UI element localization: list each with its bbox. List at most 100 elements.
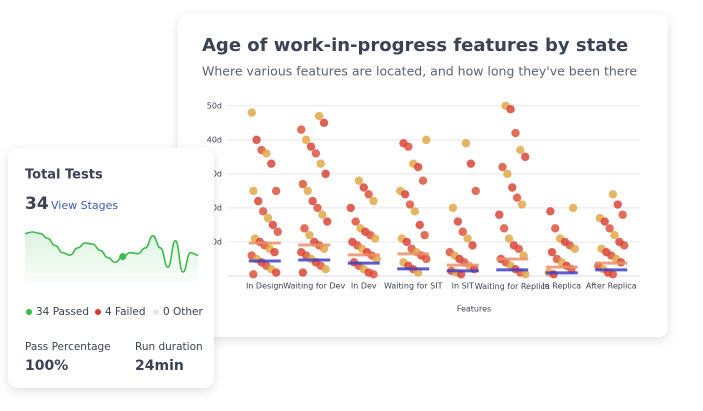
data-point	[319, 118, 329, 128]
data-point	[506, 105, 515, 114]
data-point	[314, 111, 324, 121]
data-point	[308, 196, 317, 206]
y-tick-label: 20d	[207, 203, 222, 212]
sparkline-area	[25, 232, 198, 284]
data-point	[422, 135, 431, 145]
data-point	[313, 203, 322, 213]
data-point	[359, 183, 368, 192]
data-point	[268, 220, 278, 230]
data-point	[300, 224, 309, 233]
data-point	[249, 270, 258, 279]
stat-label: Pass Percentage	[25, 341, 111, 353]
legend-label: 34 Passed	[36, 306, 89, 318]
legend-dot	[26, 309, 32, 315]
data-point	[323, 217, 332, 226]
data-point	[305, 230, 314, 240]
data-point	[316, 159, 325, 168]
y-tick-label: 40d	[207, 135, 222, 144]
data-point	[321, 264, 330, 274]
data-point	[301, 135, 311, 145]
y-tick-label: 30d	[207, 169, 222, 178]
data-point	[297, 125, 306, 134]
data-point	[298, 179, 308, 189]
data-point	[267, 159, 276, 168]
data-point	[495, 210, 504, 219]
data-point	[466, 159, 476, 168]
data-point	[512, 193, 522, 202]
data-point	[271, 268, 281, 277]
data-point	[402, 237, 411, 247]
x-tick-label: In SIT	[452, 282, 474, 291]
data-point	[600, 217, 609, 226]
data-point	[608, 190, 618, 199]
y-tick-label: 10d	[207, 237, 222, 246]
data-point	[568, 203, 578, 213]
stat-value: 24min	[135, 358, 184, 374]
x-axis-title: Features	[457, 305, 491, 314]
data-point	[618, 210, 627, 219]
data-point	[418, 176, 428, 185]
data-point	[273, 227, 282, 236]
legend-label: 4 Failed	[105, 306, 146, 318]
data-point	[517, 200, 527, 209]
data-point	[346, 203, 355, 213]
data-point	[514, 244, 523, 253]
x-tick-label: In Replica	[542, 282, 581, 291]
data-point	[570, 244, 579, 253]
legend-dot	[153, 309, 159, 315]
data-point	[369, 270, 378, 279]
data-point	[516, 145, 525, 155]
data-point	[453, 217, 463, 226]
data-point	[263, 213, 273, 223]
data-point	[252, 135, 261, 145]
data-point	[613, 200, 622, 209]
y-tick-label: 50d	[207, 101, 222, 110]
card-content: 34 Passed 4 Failed 0 Other Pass Percentage 1…	[24, 231, 204, 374]
data-point	[511, 128, 520, 138]
stat-value: 100%	[25, 358, 68, 374]
stat-label: Run duration	[135, 341, 203, 353]
data-point	[318, 210, 327, 219]
data-point	[400, 190, 410, 199]
data-point	[521, 270, 530, 279]
x-tick-label: After Replica	[586, 282, 637, 291]
data-point	[270, 247, 279, 257]
data-point	[608, 270, 618, 279]
data-point	[551, 224, 560, 233]
data-point	[521, 152, 530, 162]
data-point	[262, 149, 271, 158]
x-tick-label: Waiting for Replica	[475, 282, 550, 291]
data-point	[605, 224, 614, 233]
data-point	[311, 149, 321, 158]
data-point	[547, 247, 557, 257]
data-point	[258, 207, 268, 216]
legend-label: 0 Other	[163, 306, 204, 318]
data-point	[448, 203, 458, 213]
data-point	[620, 241, 629, 250]
data-point	[420, 230, 429, 240]
x-tick-label: In Design	[246, 282, 284, 291]
data-point	[404, 142, 413, 151]
data-point	[410, 207, 420, 216]
data-point	[364, 190, 373, 199]
data-point	[321, 169, 330, 179]
data-point	[458, 227, 467, 236]
plot: 10d 20d 30d 40d 50d In Design Waiting for Dev I…	[207, 101, 640, 291]
test-count: 34	[25, 194, 49, 214]
data-point	[354, 176, 364, 185]
data-point	[468, 241, 477, 250]
x-tick-label: Waiting for SIT	[384, 282, 443, 291]
data-point	[369, 196, 378, 206]
data-point	[319, 244, 329, 253]
data-point	[247, 108, 256, 117]
chart-title: Age of work-in-progress features by stat…	[202, 35, 628, 56]
view-stages-link[interactable]: View Stages	[51, 199, 118, 212]
data-point	[508, 183, 517, 192]
x-tick-label: Waiting for Dev	[283, 282, 345, 291]
data-point	[306, 142, 316, 151]
data-point	[498, 162, 507, 172]
data-point	[413, 162, 423, 172]
data-point	[461, 139, 471, 148]
sparkline	[24, 231, 199, 273]
